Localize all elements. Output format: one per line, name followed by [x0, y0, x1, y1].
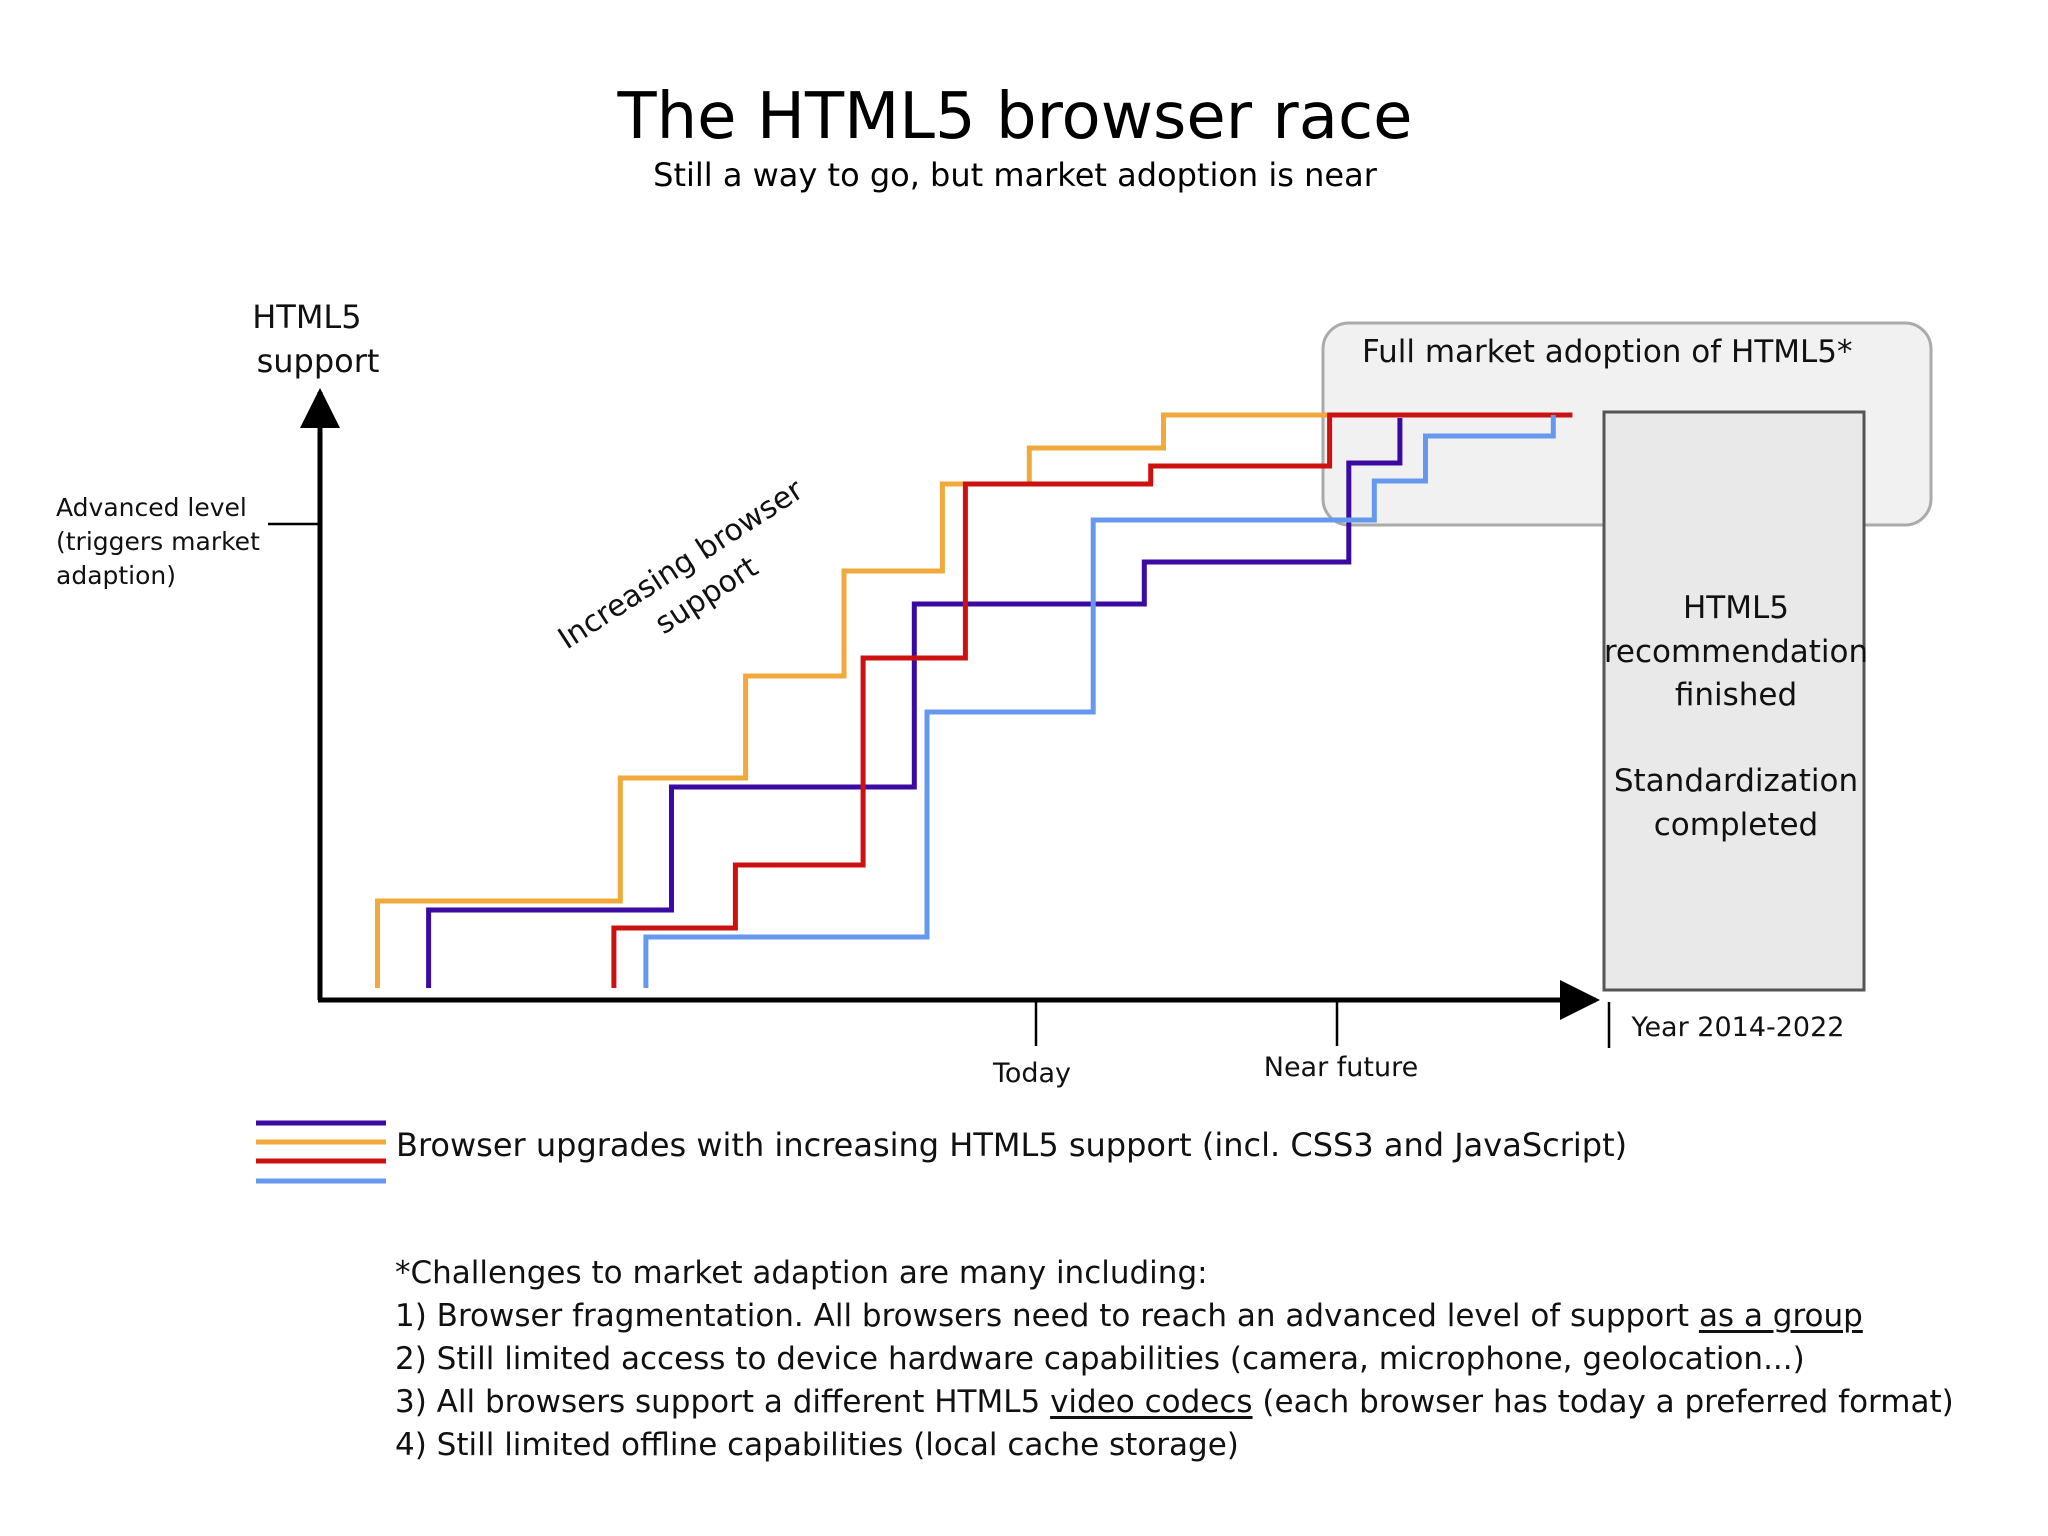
standardization-line: completed: [1654, 807, 1818, 843]
chart-title: The HTML5 browser race: [616, 80, 1412, 154]
notes-link-video-codecs[interactable]: video codecs: [1050, 1384, 1253, 1420]
standardization-line: recommendation: [1604, 634, 1868, 670]
series-line-2: [426, 418, 1403, 988]
standardization-line: HTML5: [1683, 590, 1789, 626]
notes-item-text: (each browser has today a preferred form…: [1252, 1384, 1954, 1420]
notes-item-text: 3) All browsers support a different HTML…: [395, 1384, 1051, 1420]
y-axis-label: HTML5 support: [252, 298, 379, 380]
legend-label: Browser upgrades with increasing HTML5 s…: [396, 1126, 1627, 1164]
legend: Browser upgrades with increasing HTML5 s…: [256, 1120, 1627, 1184]
notes-link-as-a-group[interactable]: as a group: [1698, 1298, 1863, 1334]
increasing-support-annotation: Increasing browser support: [552, 467, 839, 690]
series-line-1: [375, 412, 1573, 988]
x-tick-label-today: Today: [992, 1058, 1071, 1089]
notes-item: 3) All browsers support a different HTML…: [395, 1381, 1995, 1424]
x-tick-label-near-future: Near future: [1264, 1052, 1418, 1083]
y-tick-label-advanced-level: Advanced level (triggers market adaption…: [56, 493, 268, 590]
notes-item: 2) Still limited access to device hardwa…: [395, 1338, 1995, 1381]
standardization-line: Standardization: [1614, 763, 1858, 799]
standardization-line: finished: [1675, 677, 1797, 713]
series-line-3: [611, 412, 1573, 988]
full-adoption-label: Full market adoption of HTML5*: [1362, 334, 1853, 370]
notes-item-text: 1) Browser fragmentation. All browsers n…: [395, 1298, 1699, 1334]
series-group: [375, 412, 1573, 988]
notes-heading: *Challenges to market adaption are many …: [395, 1255, 1208, 1291]
notes-item-text: 4) Still limited offline capabilities (l…: [395, 1427, 1239, 1463]
notes-item: 4) Still limited offline capabilities (l…: [395, 1424, 1995, 1467]
challenges-notes: *Challenges to market adaption are many …: [395, 1252, 1995, 1467]
notes-item: 1) Browser fragmentation. All browsers n…: [395, 1295, 1995, 1338]
x-tick-label-year: Year 2014-2022: [1631, 1012, 1845, 1043]
notes-item-text: 2) Still limited access to device hardwa…: [395, 1341, 1805, 1377]
standardization-box: [1602, 410, 1866, 992]
standardization-label: HTML5 recommendation finished Standardiz…: [1604, 590, 1868, 843]
chart-subtitle: Still a way to go, but market adoption i…: [653, 156, 1378, 194]
series-line-4: [643, 415, 1556, 988]
